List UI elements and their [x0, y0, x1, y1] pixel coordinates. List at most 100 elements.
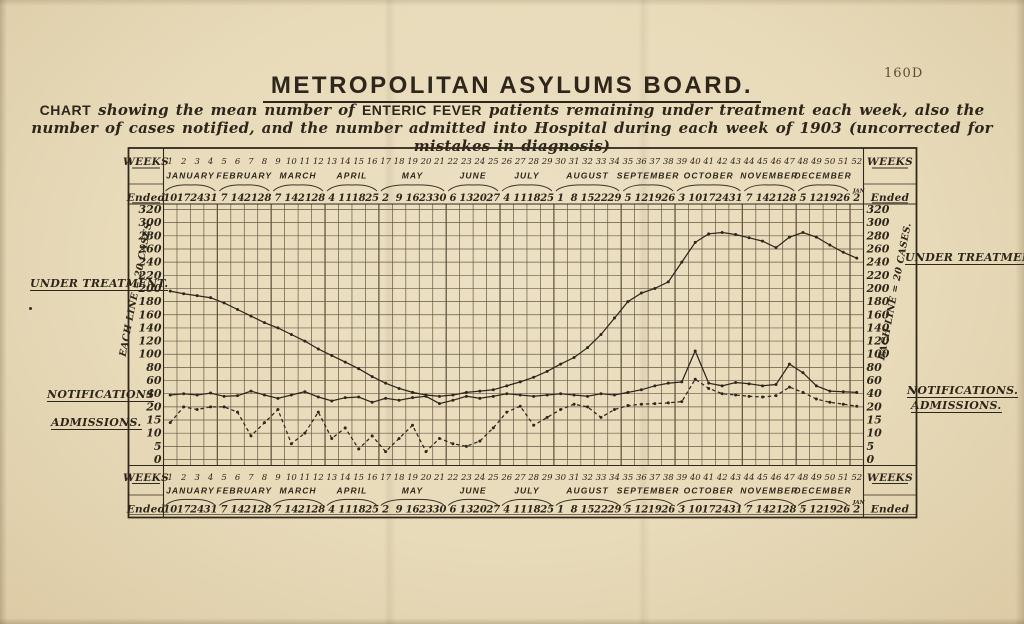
- svg-text:19: 19: [648, 193, 662, 204]
- svg-text:10: 10: [146, 427, 162, 440]
- svg-text:NOVEMBER: NOVEMBER: [740, 486, 798, 496]
- svg-text:29: 29: [541, 157, 553, 167]
- svg-text:26: 26: [660, 193, 675, 204]
- svg-text:9: 9: [275, 473, 281, 483]
- svg-text:32: 32: [582, 157, 593, 167]
- svg-text:30: 30: [555, 157, 566, 167]
- svg-text:15: 15: [581, 193, 595, 204]
- week-axis: 1110102217173324244431315577661414772121…: [163, 157, 865, 516]
- svg-text:11: 11: [338, 505, 352, 516]
- svg-text:WEEKS: WEEKS: [123, 472, 169, 484]
- svg-text:37: 37: [649, 157, 660, 167]
- svg-text:31: 31: [569, 157, 580, 167]
- label-under-treatment-left: UNDER TREATMENT.: [30, 277, 169, 291]
- svg-text:SEPTEMBER: SEPTEMBER: [617, 171, 680, 181]
- svg-text:10: 10: [688, 505, 702, 516]
- svg-text:34: 34: [609, 157, 620, 167]
- svg-text:25: 25: [364, 505, 379, 516]
- svg-text:17: 17: [380, 157, 391, 167]
- label-admissions-left: ADMISSIONS.: [51, 416, 142, 430]
- svg-text:15: 15: [581, 505, 595, 516]
- svg-text:22: 22: [447, 473, 459, 483]
- svg-text:28: 28: [257, 193, 272, 204]
- svg-text:23: 23: [460, 473, 472, 483]
- svg-text:33: 33: [596, 157, 607, 167]
- svg-text:45: 45: [756, 473, 768, 483]
- svg-text:JUNE: JUNE: [460, 171, 487, 181]
- svg-text:17: 17: [702, 505, 716, 516]
- svg-text:32: 32: [582, 473, 593, 483]
- svg-text:23: 23: [460, 157, 472, 167]
- svg-text:3: 3: [194, 157, 199, 167]
- svg-text:48: 48: [797, 157, 809, 167]
- svg-text:10: 10: [867, 427, 883, 440]
- subtitle-line-2: number of cases notified, and the number…: [31, 119, 993, 155]
- svg-text:10: 10: [163, 505, 177, 516]
- svg-text:25: 25: [539, 505, 554, 516]
- svg-text:39: 39: [676, 157, 687, 167]
- svg-text:19: 19: [823, 505, 837, 516]
- svg-text:43: 43: [729, 473, 741, 483]
- svg-text:2: 2: [180, 473, 186, 483]
- svg-text:41: 41: [702, 473, 714, 483]
- svg-text:26: 26: [835, 193, 850, 204]
- label-under-treatment-right: UNDER TREATMENT.: [905, 251, 1024, 265]
- svg-text:7: 7: [274, 193, 281, 204]
- svg-text:JUNE: JUNE: [460, 486, 487, 496]
- svg-text:16: 16: [367, 157, 378, 167]
- subtitle-line-1: CHART showing the mean number of ENTERIC…: [0, 101, 1024, 119]
- svg-text:140: 140: [139, 321, 162, 334]
- svg-text:22: 22: [447, 157, 459, 167]
- svg-text:MAY: MAY: [402, 486, 424, 496]
- svg-text:27: 27: [485, 505, 500, 516]
- svg-text:4: 4: [503, 505, 510, 516]
- svg-text:15: 15: [867, 414, 882, 427]
- svg-text:15: 15: [353, 473, 364, 483]
- svg-text:260: 260: [138, 242, 162, 255]
- svg-text:40: 40: [146, 387, 162, 400]
- svg-text:9: 9: [396, 193, 403, 204]
- svg-text:11: 11: [513, 193, 527, 204]
- svg-text:80: 80: [867, 361, 883, 374]
- svg-text:APRIL: APRIL: [335, 171, 367, 181]
- svg-text:2: 2: [852, 505, 860, 516]
- ink-speck: [29, 307, 32, 310]
- svg-text:80: 80: [146, 361, 162, 374]
- svg-text:42: 42: [716, 157, 728, 167]
- svg-text:0: 0: [154, 453, 162, 466]
- svg-text:6: 6: [449, 505, 456, 516]
- svg-text:26: 26: [500, 157, 512, 167]
- svg-text:20: 20: [420, 157, 432, 167]
- svg-text:DECEMBER: DECEMBER: [794, 486, 851, 496]
- label-notifications-left: NOTIFICATIONS: [47, 388, 155, 402]
- svg-text:23: 23: [418, 193, 433, 204]
- svg-text:JAN: JAN: [852, 189, 866, 195]
- svg-text:51: 51: [838, 473, 849, 483]
- svg-text:26: 26: [500, 473, 512, 483]
- svg-text:16: 16: [406, 505, 420, 516]
- svg-text:12: 12: [313, 157, 324, 167]
- svg-text:JAN: JAN: [852, 500, 866, 506]
- svg-text:6: 6: [449, 193, 456, 204]
- svg-text:320: 320: [867, 203, 890, 216]
- svg-text:WEEKS: WEEKS: [867, 156, 913, 168]
- svg-text:8: 8: [262, 157, 268, 167]
- svg-text:20: 20: [145, 400, 162, 413]
- svg-text:40: 40: [689, 157, 701, 167]
- svg-text:17: 17: [702, 193, 716, 204]
- svg-text:23: 23: [418, 505, 433, 516]
- svg-text:5: 5: [221, 473, 226, 483]
- svg-text:27: 27: [514, 473, 526, 483]
- svg-text:48: 48: [797, 473, 809, 483]
- svg-text:8: 8: [571, 193, 578, 204]
- svg-text:18: 18: [394, 157, 405, 167]
- svg-text:7: 7: [221, 505, 228, 516]
- svg-text:14: 14: [756, 505, 770, 516]
- svg-text:40: 40: [689, 473, 701, 483]
- svg-text:8: 8: [571, 505, 578, 516]
- svg-text:52: 52: [851, 473, 862, 483]
- svg-text:40: 40: [867, 387, 883, 400]
- svg-text:10: 10: [286, 157, 297, 167]
